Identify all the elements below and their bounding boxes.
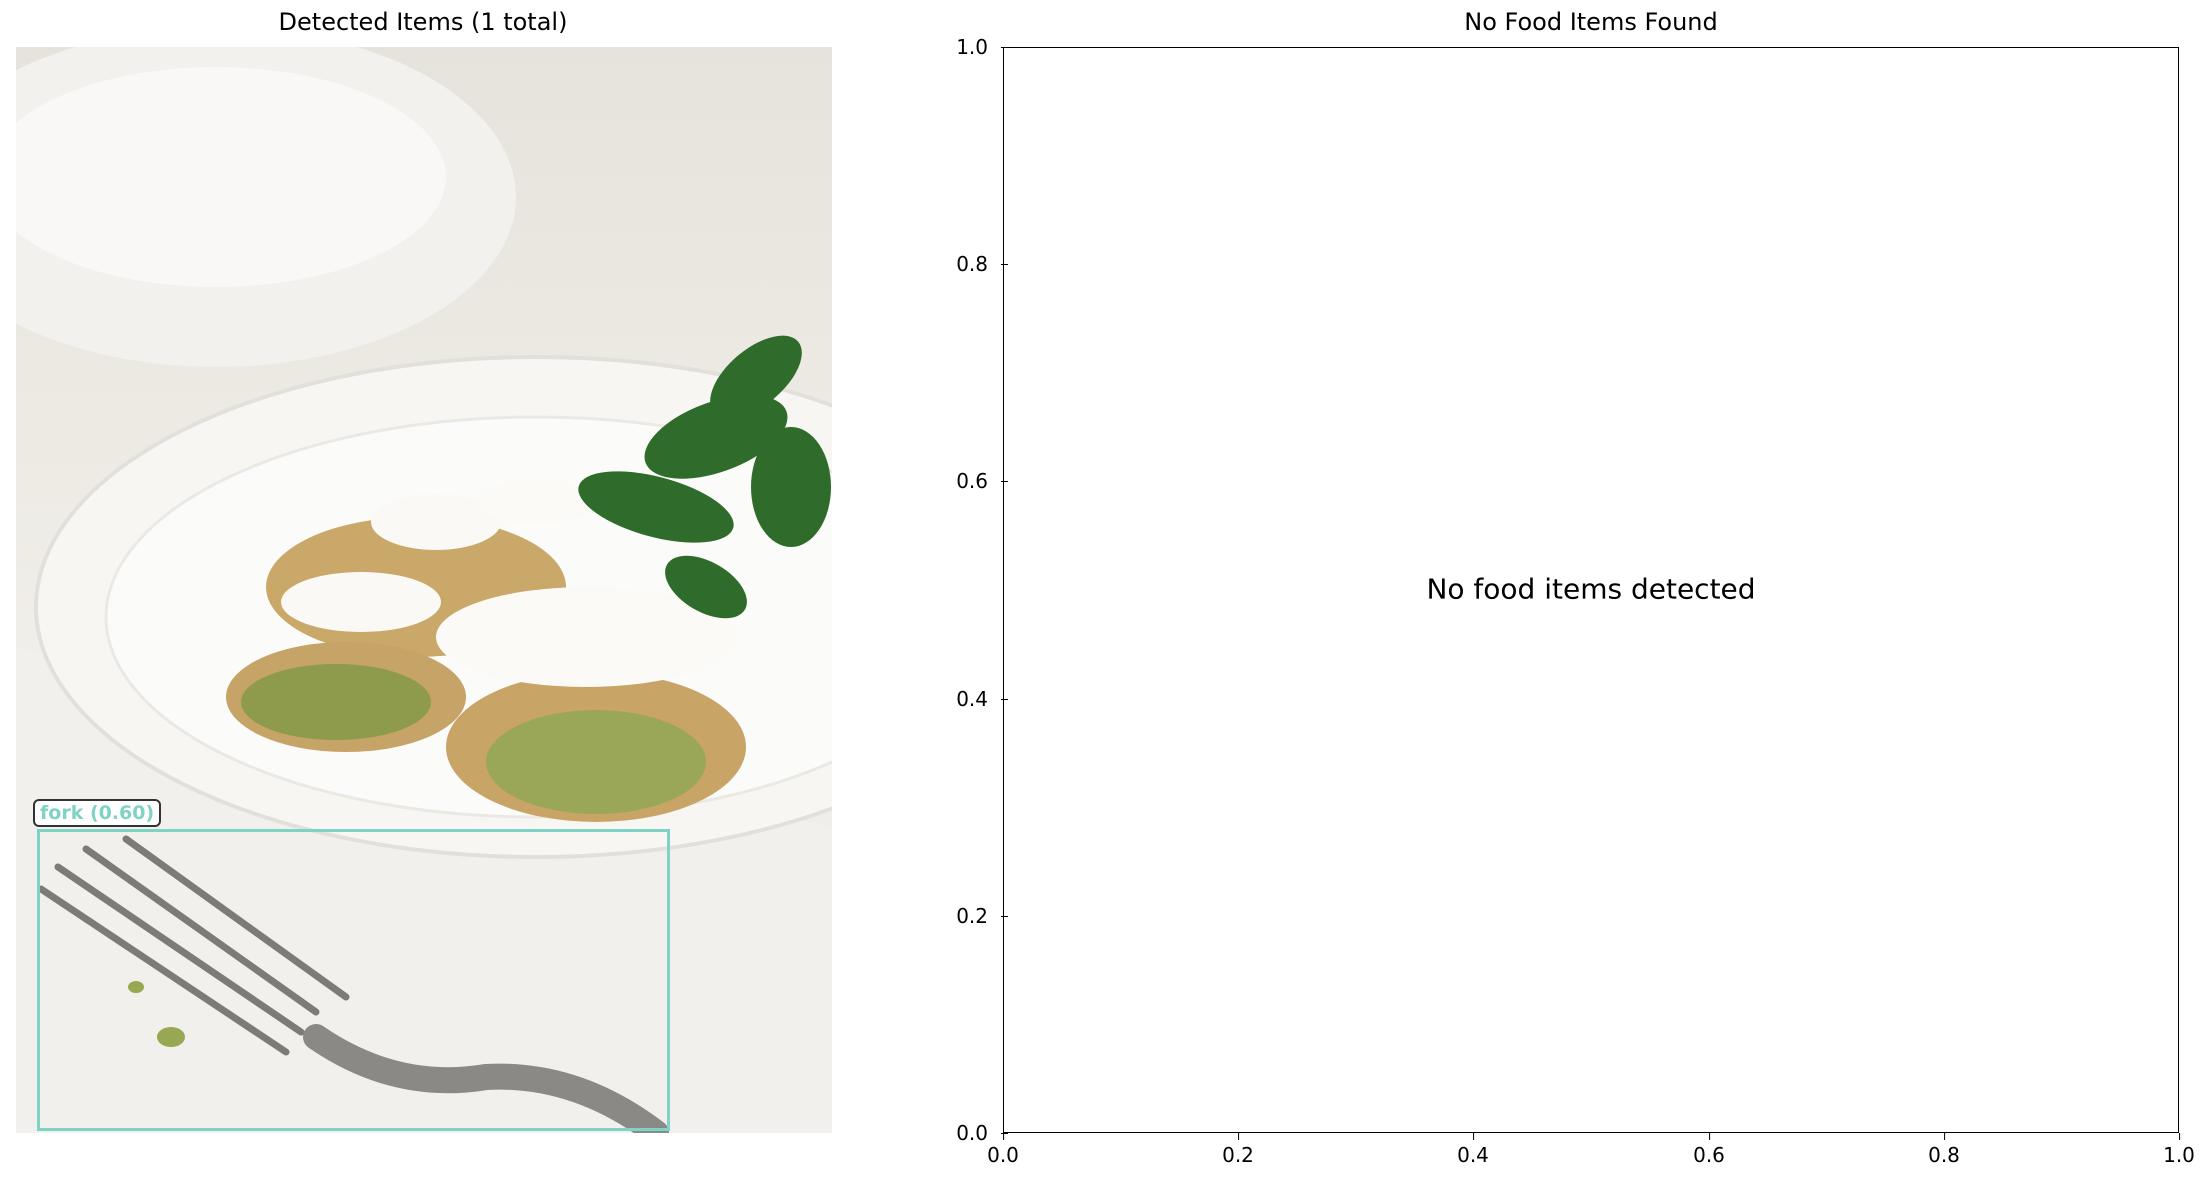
- x-tick-label: 0.2: [1222, 1133, 1254, 1167]
- y-tick-label: 0.4: [956, 687, 1008, 711]
- detected-items-title: Detected Items (1 total): [278, 8, 568, 36]
- x-tick-label: 0.0: [987, 1133, 1019, 1167]
- x-tick-label: 0.8: [1928, 1133, 1960, 1167]
- fork-detection-label: fork (0.60): [33, 799, 162, 827]
- y-tick-label: 0.8: [956, 252, 1008, 276]
- y-tick-label: 0.2: [956, 904, 1008, 928]
- x-tick-label: 1.0: [2163, 1133, 2195, 1167]
- chart-title: No Food Items Found: [1464, 8, 1718, 36]
- y-tick-label: 1.0: [956, 35, 1008, 59]
- y-tick-label: 0.0: [956, 1121, 1008, 1145]
- food-photo: fork (0.60): [16, 47, 832, 1133]
- plot-area: [1003, 47, 2179, 1133]
- fork-detection-box: [37, 829, 670, 1131]
- x-tick-label: 0.4: [1457, 1133, 1489, 1167]
- x-tick-label: 0.6: [1693, 1133, 1725, 1167]
- y-tick-label: 0.6: [956, 469, 1008, 493]
- no-food-message: No food items detected: [1426, 572, 1756, 606]
- food-photo-illustration: [16, 47, 832, 1133]
